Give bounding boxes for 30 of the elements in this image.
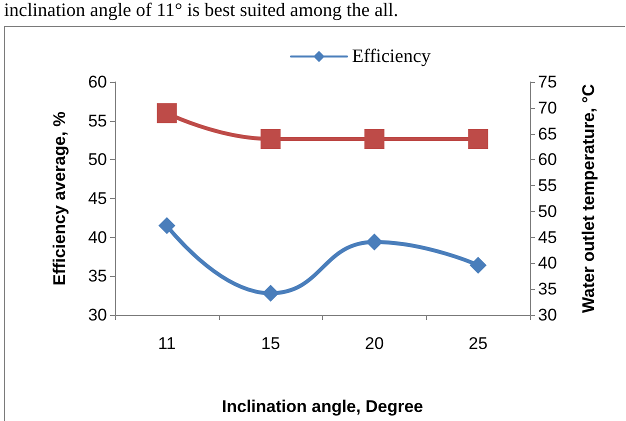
y-axis-title: Efficiency average, %: [50, 112, 69, 286]
y-tick-label: 55: [88, 111, 107, 130]
y2-tick-label: 65: [538, 124, 557, 144]
point: [158, 217, 176, 234]
y2-tick-label: 70: [538, 98, 557, 118]
x-axis-title: Inclination angle, Degree: [222, 397, 424, 416]
x-tick-label: 25: [468, 334, 488, 353]
point: [366, 233, 383, 250]
legend-label: Efficiency: [352, 46, 432, 67]
y2-tick-label: 50: [538, 202, 557, 221]
y-tick-label: 35: [88, 266, 107, 286]
y-tick-label: 50: [88, 150, 107, 170]
y2-tick-label: 60: [538, 150, 557, 170]
text: inclination angle of 11° is best suited among the all.: [3, 0, 400, 22]
y2-tick-label: 55: [538, 176, 557, 196]
x-tick-label: 11: [158, 334, 176, 353]
y2-tick-label: 45: [538, 228, 557, 247]
y2-tick-label: 35: [538, 280, 557, 299]
x-tick-label: 15: [261, 334, 280, 353]
y-tick-label: 45: [88, 189, 107, 208]
y-tick-label: 40: [88, 228, 107, 247]
y2-tick-label: 40: [538, 254, 557, 273]
y-tick-label: 60: [88, 72, 107, 92]
y2-axis-title: Water outlet temperature, °C: [579, 84, 598, 314]
y-tick-label: 30: [88, 306, 107, 324]
point: [470, 256, 487, 274]
y2-tick-label: 75: [538, 72, 557, 92]
point: [262, 284, 280, 302]
y2-tick-label: 30: [538, 306, 557, 324]
x-tick-label: 20: [364, 334, 384, 353]
